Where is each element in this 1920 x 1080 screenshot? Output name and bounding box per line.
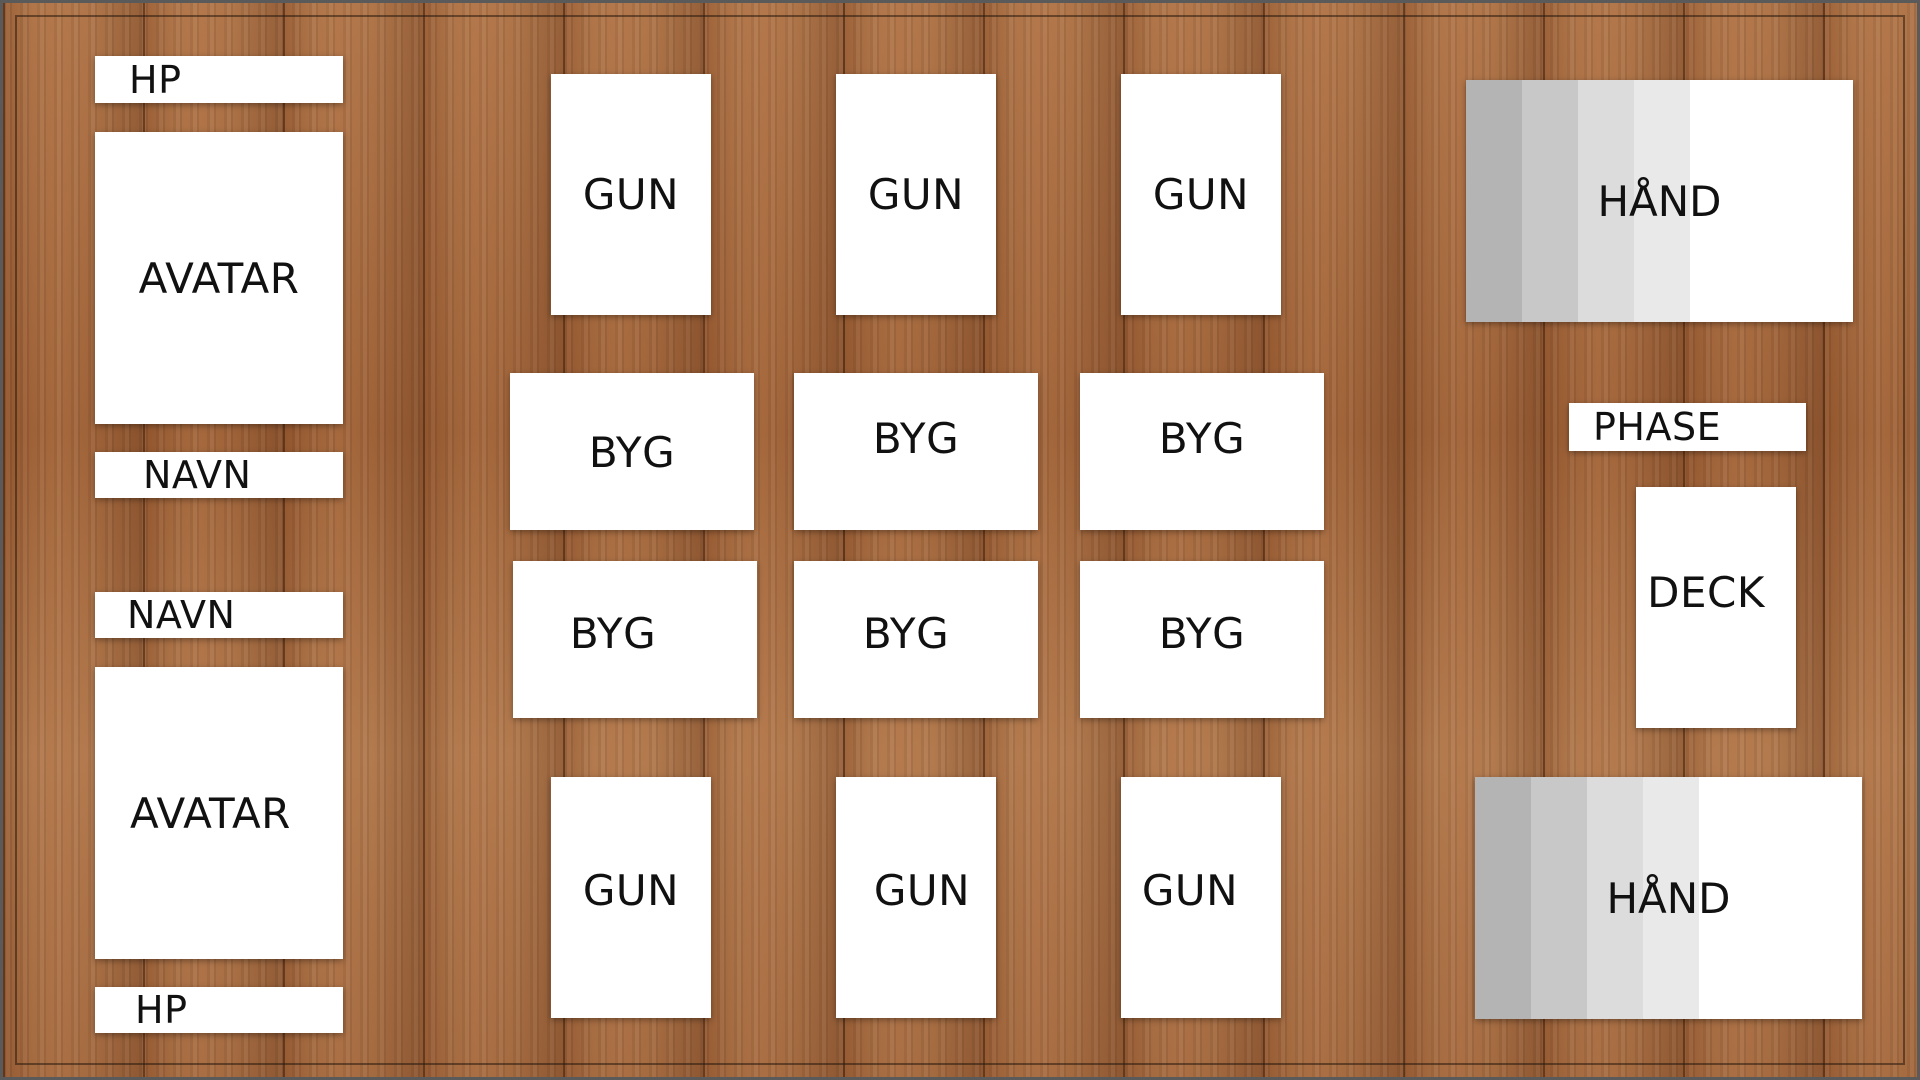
byg-slot-label: BYG: [1158, 609, 1246, 658]
opponent-gun-slot-1[interactable]: GUN: [551, 74, 711, 315]
hand-card-edge: [1522, 80, 1578, 322]
gun-slot-label: GUN: [1141, 866, 1239, 915]
player-hp-label: HP: [135, 988, 188, 1032]
player-hp-bar: HP: [95, 987, 343, 1033]
player-hand-label: HÅND: [1606, 873, 1731, 923]
gun-slot-label: GUN: [1152, 170, 1250, 219]
opponent-name-label: NAVN: [143, 453, 252, 497]
hand-card-edge: [1466, 80, 1522, 322]
opponent-hp-label: HP: [129, 57, 182, 102]
hand-card-edge: [1587, 777, 1643, 1019]
phase-indicator: PHASE: [1569, 403, 1806, 451]
player-name-bar: NAVN: [95, 592, 343, 638]
opponent-byg-slot-3[interactable]: BYG: [1080, 373, 1324, 530]
opponent-avatar[interactable]: AVATAR: [95, 132, 343, 424]
player-name-label: NAVN: [127, 593, 236, 637]
phase-label: PHASE: [1593, 405, 1722, 449]
opponent-hand-label: HÅND: [1597, 176, 1722, 226]
deck-label: DECK: [1647, 568, 1765, 617]
hand-card-stack: [1466, 80, 1690, 322]
opponent-hp-bar: HP: [95, 56, 343, 103]
opponent-hand-label-wrap: HÅND: [1466, 80, 1853, 322]
opponent-name-bar: NAVN: [95, 452, 343, 498]
opponent-gun-slot-2[interactable]: GUN: [836, 74, 996, 315]
opponent-byg-slot-1[interactable]: BYG: [510, 373, 754, 530]
hand-card-edge: [1475, 777, 1531, 1019]
player-gun-slot-3[interactable]: GUN: [1121, 777, 1281, 1018]
byg-slot-label: BYG: [588, 428, 676, 477]
gun-slot-label: GUN: [582, 170, 680, 219]
gun-slot-label: GUN: [867, 170, 965, 219]
hand-card-stack: [1475, 777, 1699, 1019]
player-byg-slot-2[interactable]: BYG: [794, 561, 1038, 718]
player-avatar[interactable]: AVATAR: [95, 667, 343, 959]
hand-card-edge: [1578, 80, 1634, 322]
player-gun-slot-1[interactable]: GUN: [551, 777, 711, 1018]
deck-pile[interactable]: DECK: [1636, 487, 1796, 728]
hand-card-edge: [1634, 80, 1690, 322]
opponent-gun-slot-3[interactable]: GUN: [1121, 74, 1281, 315]
gun-slot-label: GUN: [873, 866, 971, 915]
opponent-byg-slot-2[interactable]: BYG: [794, 373, 1038, 530]
gun-slot-label: GUN: [582, 866, 680, 915]
player-hand-label-wrap: HÅND: [1475, 777, 1862, 1019]
opponent-avatar-label: AVATAR: [138, 253, 300, 303]
opponent-hand[interactable]: HÅND: [1466, 80, 1853, 322]
player-avatar-label: AVATAR: [130, 788, 291, 838]
player-gun-slot-2[interactable]: GUN: [836, 777, 996, 1018]
hand-card-edge: [1643, 777, 1699, 1019]
player-hand[interactable]: HÅND: [1475, 777, 1862, 1019]
player-byg-slot-3[interactable]: BYG: [1080, 561, 1324, 718]
byg-slot-label: BYG: [872, 414, 960, 463]
byg-slot-label: BYG: [569, 609, 657, 658]
player-byg-slot-1[interactable]: BYG: [513, 561, 757, 718]
byg-slot-label: BYG: [1158, 414, 1246, 463]
byg-slot-label: BYG: [862, 609, 950, 658]
hand-card-edge: [1531, 777, 1587, 1019]
